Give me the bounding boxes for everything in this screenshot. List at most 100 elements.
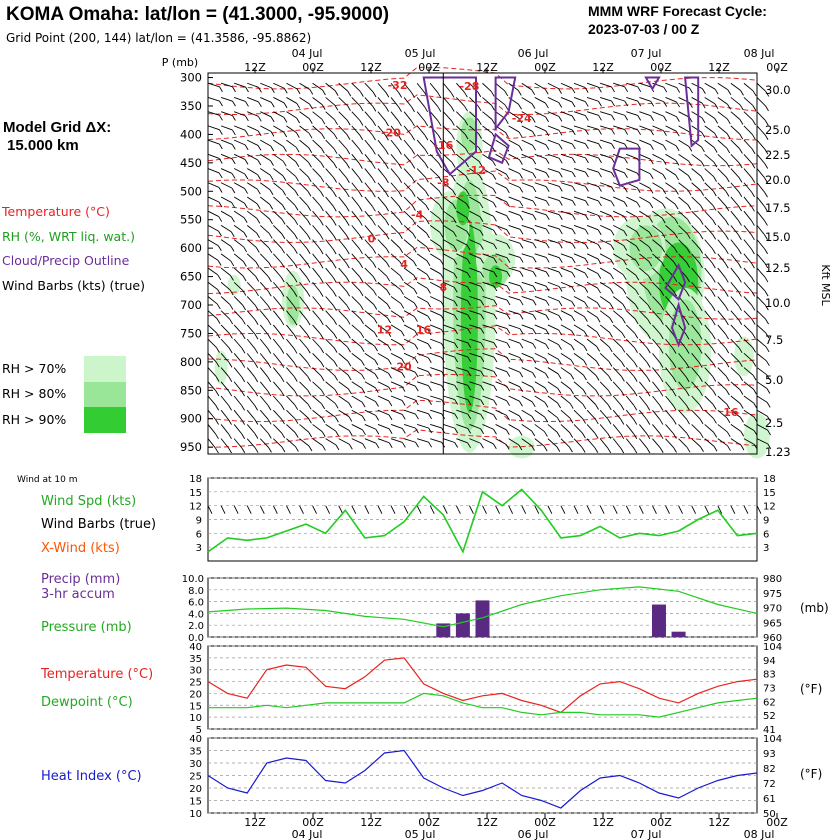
wind-barb xyxy=(508,168,520,174)
wind-barb-flag xyxy=(740,417,744,423)
wind-barb-flag xyxy=(359,105,364,112)
wind-barb xyxy=(220,310,230,320)
wind-barb-flag xyxy=(607,433,612,439)
wind-barb-flag xyxy=(493,271,498,278)
wind-barb-flag xyxy=(345,191,350,198)
wind-barb-flag xyxy=(215,404,220,411)
pressure-tick-label: 800 xyxy=(180,355,202,369)
wind-barb xyxy=(626,281,636,291)
wind-barb xyxy=(390,82,399,93)
wind-barb xyxy=(665,182,676,190)
wind-barb-flag xyxy=(583,331,588,337)
wind-tick-right: 9 xyxy=(763,516,769,527)
wind-barb xyxy=(456,239,468,246)
wind-barb xyxy=(586,424,596,434)
wind-barb xyxy=(273,281,282,292)
wind-barb xyxy=(521,168,534,174)
wind-barb xyxy=(678,381,687,392)
wind-barb-flag xyxy=(650,129,654,136)
wind-barb xyxy=(704,324,713,335)
wind-barb-flag xyxy=(307,219,311,226)
wind-10m-barb xyxy=(704,505,710,514)
wind-barb xyxy=(678,111,690,118)
wind-barb-flag xyxy=(231,202,236,208)
wind-barb-flag xyxy=(608,390,612,396)
wind-barb-flag xyxy=(634,347,638,354)
wind-barb xyxy=(273,225,283,235)
wind-barb xyxy=(377,409,390,416)
wind-barb xyxy=(286,153,297,163)
wind-barb-flag xyxy=(244,173,249,180)
wind-barb xyxy=(743,424,755,432)
wind-barb xyxy=(364,111,374,122)
wind-barb-flag xyxy=(282,160,287,167)
wind-barb-flag xyxy=(685,348,690,354)
wind-barb xyxy=(429,182,440,192)
wind-barb-flag xyxy=(427,315,432,322)
wind-barb-flag xyxy=(753,388,757,395)
wind-barb xyxy=(639,310,649,320)
wind-barb-flag xyxy=(375,442,380,449)
wind-barb xyxy=(220,139,233,145)
wind-barb-flag xyxy=(217,245,222,251)
legend-cloud-outline: Cloud/Precip Outline xyxy=(2,253,130,268)
wind-barb xyxy=(691,281,700,292)
wind-barb xyxy=(665,338,674,349)
wind-barb-flag xyxy=(228,405,232,411)
wind-barb-flag xyxy=(545,158,550,164)
wind-barb xyxy=(560,324,572,332)
wind-barb-flag xyxy=(633,447,638,454)
wind-barb-flag xyxy=(464,119,469,126)
wind-10m-barb xyxy=(299,505,304,514)
wind-barb-flag xyxy=(219,86,223,93)
wind-barb xyxy=(573,210,586,216)
wind-barb xyxy=(521,424,533,432)
wind-barb xyxy=(429,210,440,219)
wind-barb-flag xyxy=(545,271,550,278)
wind-barb-flag xyxy=(532,200,537,207)
wind-barb-flag xyxy=(438,190,443,197)
wind-barb xyxy=(351,281,361,292)
wind-barb xyxy=(704,438,715,447)
wind-barb xyxy=(495,82,506,92)
wind-barb xyxy=(717,239,726,250)
wind-barb-flag xyxy=(764,134,769,141)
wind-barb-flag xyxy=(571,243,576,249)
wind-barb-flag xyxy=(218,143,223,150)
wind-barb-flag xyxy=(634,333,639,339)
wind-barb xyxy=(286,438,296,447)
wind-barb-flag xyxy=(346,291,351,297)
wind-barb xyxy=(286,253,295,264)
wind-barb xyxy=(259,381,269,392)
wind-barb-flag xyxy=(319,277,324,283)
wind-barb xyxy=(704,125,715,134)
wind-barb xyxy=(286,353,295,363)
wind-barb xyxy=(717,324,726,335)
wind-barb-flag xyxy=(726,389,730,396)
wind-barb xyxy=(613,225,625,232)
wind-barb xyxy=(547,296,560,302)
wind-barb xyxy=(233,253,244,262)
wind-barb xyxy=(639,296,649,306)
wind-barb-flag xyxy=(493,371,498,377)
wind-barb-flag xyxy=(519,229,524,235)
wind-barb xyxy=(416,267,428,275)
temperature-tick-c: 10 xyxy=(189,713,202,724)
wind-barb-flag xyxy=(595,389,600,396)
wind-barb xyxy=(652,253,662,263)
wind-barb-flag xyxy=(437,106,442,112)
wind-barb-flag xyxy=(675,130,680,137)
wind-barb xyxy=(573,395,584,405)
wind-barb-flag xyxy=(646,376,651,383)
temperature-tick-f: 104 xyxy=(763,642,782,653)
wind-barb-flag xyxy=(649,158,654,165)
wind-barb-flag xyxy=(425,218,430,225)
wind-barb-flag xyxy=(335,430,340,437)
wind-barb-flag xyxy=(319,305,324,312)
wind-barb-flag xyxy=(636,202,641,208)
wind-barb-flag xyxy=(453,273,458,279)
wind-barb xyxy=(325,97,336,106)
wind-barb-flag xyxy=(467,399,472,405)
wind-barb-flag xyxy=(765,91,770,97)
wind-barb xyxy=(233,409,242,420)
